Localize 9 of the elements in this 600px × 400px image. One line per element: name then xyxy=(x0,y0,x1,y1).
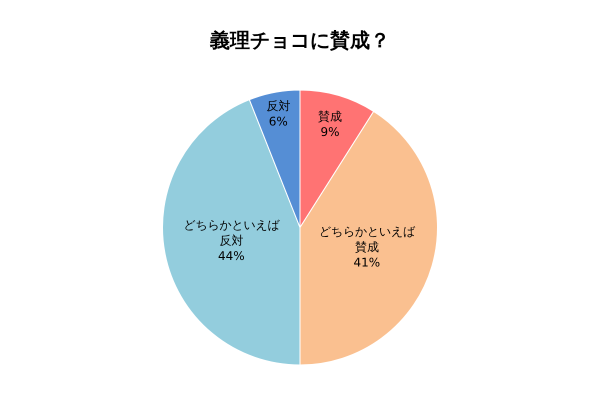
data-label: 9% xyxy=(320,125,340,140)
data-label: 44% xyxy=(218,249,245,264)
slice-label: 賛成 xyxy=(318,109,342,124)
slice-label: どちらかといえば賛成 xyxy=(318,224,416,254)
chart-title: 義理チョコに賛成？ xyxy=(209,28,390,52)
slice-label: どちらかといえば反対 xyxy=(183,218,280,248)
data-label: 41% xyxy=(354,256,380,270)
slice-label: 反対 xyxy=(266,98,290,113)
data-label: 6% xyxy=(268,114,288,129)
